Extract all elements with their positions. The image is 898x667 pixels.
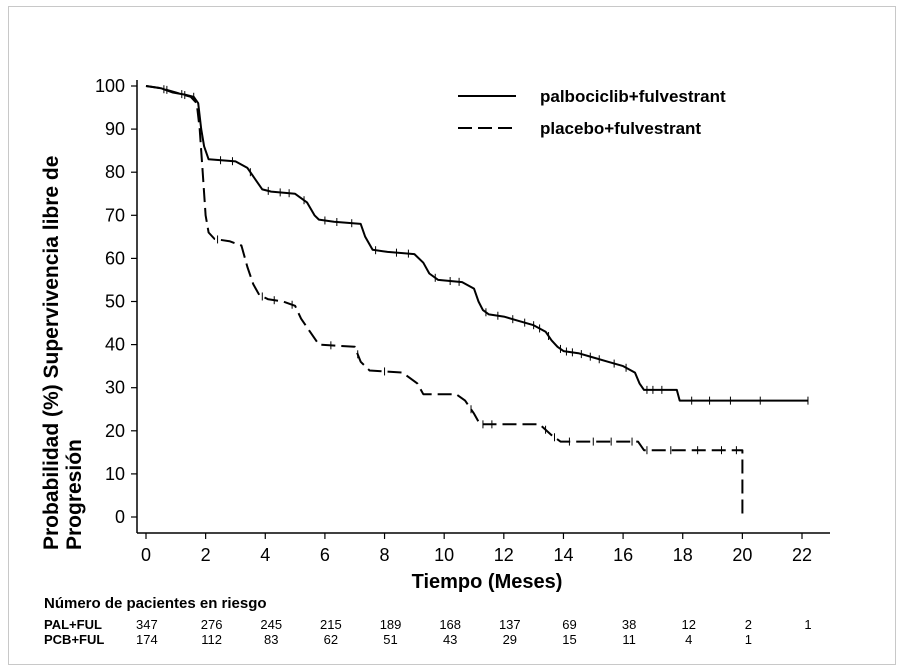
legend: palbociclib+fulvestrant placebo+fulvestra… (458, 87, 726, 138)
risk-value: 137 (499, 617, 521, 632)
risk-value: 347 (136, 617, 158, 632)
series-line-placebo (145, 85, 744, 517)
risk-value: 11 (622, 632, 636, 647)
y-tick-label: 40 (105, 335, 125, 355)
y-tick-label: 0 (115, 507, 125, 527)
x-tick-label: 22 (792, 545, 812, 565)
risk-table: PAL+FUL 347 276 245 215 189 168 137 69 38 12 2 1PCB+… (44, 617, 812, 647)
x-tick-label: 14 (553, 545, 573, 565)
x-axis-title: Tiempo (Meses) (412, 571, 563, 593)
risk-value: 12 (681, 617, 695, 632)
figure-frame (8, 6, 896, 665)
risk-value: 276 (201, 617, 223, 632)
risk-row-label: PCB+FUL (44, 632, 104, 647)
risk-value: 245 (260, 617, 282, 632)
x-tick-label: 16 (613, 545, 633, 565)
risk-value: 29 (503, 632, 517, 647)
risk-value: 62 (324, 632, 338, 647)
series-line-palbociclib (145, 85, 808, 402)
y-tick-label: 30 (105, 378, 125, 398)
x-tick-label: 0 (141, 545, 151, 565)
y-axis-title-line-2: Progresión (63, 439, 86, 550)
risk-value: 4 (685, 632, 692, 647)
x-tick-label: 2 (201, 545, 211, 565)
risk-value: 38 (622, 617, 636, 632)
x-tick-label: 6 (320, 545, 330, 565)
risk-value: 83 (264, 632, 278, 647)
risk-value: 69 (562, 617, 576, 632)
risk-value: 15 (562, 632, 576, 647)
risk-value: 1 (745, 632, 752, 647)
y-tick-label: 50 (105, 292, 125, 312)
risk-value: 51 (383, 632, 397, 647)
y-ticks: 0 10 20 30 40 50 60 70 80 90 100 (95, 76, 137, 527)
x-ticks: 0 2 4 6 8 10 12 14 16 18 20 22 (141, 533, 812, 565)
x-tick-label: 20 (732, 545, 752, 565)
y-tick-label: 20 (105, 421, 125, 441)
risk-value: 168 (439, 617, 461, 632)
x-tick-label: 8 (380, 545, 390, 565)
risk-value: 43 (443, 632, 457, 647)
risk-value: 174 (136, 632, 158, 647)
axes (136, 80, 830, 534)
risk-table-title: Número de pacientes en riesgo (44, 595, 267, 612)
legend-label: palbociclib+fulvestrant (540, 87, 726, 106)
risk-value: 1 (804, 617, 811, 632)
risk-row-label: PAL+FUL (44, 617, 102, 632)
y-tick-label: 10 (105, 464, 125, 484)
x-tick-label: 18 (673, 545, 693, 565)
y-tick-label: 100 (95, 76, 125, 96)
legend-label: placebo+fulvestrant (540, 119, 701, 138)
y-tick-label: 80 (105, 162, 125, 182)
risk-value: 2 (745, 617, 752, 632)
y-axis-title-line-1: Probabilidad (%) Supervivencia libre de (40, 156, 63, 550)
y-tick-label: 60 (105, 248, 125, 268)
risk-value: 112 (201, 632, 222, 647)
risk-value: 215 (320, 617, 342, 632)
survival-curves (145, 85, 809, 517)
y-tick-label: 90 (105, 119, 125, 139)
y-axis-title: Probabilidad (%) Supervivencia libre de … (40, 156, 86, 550)
x-tick-label: 12 (494, 545, 514, 565)
x-tick-label: 10 (434, 545, 454, 565)
x-tick-label: 4 (260, 545, 270, 565)
risk-value: 189 (380, 617, 402, 632)
y-tick-label: 70 (105, 205, 125, 225)
